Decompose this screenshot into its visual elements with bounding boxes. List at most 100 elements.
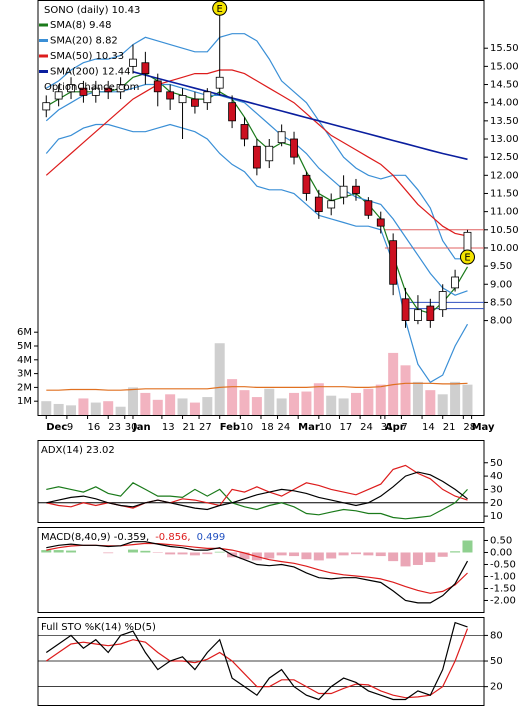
candle-body [339, 185, 348, 198]
x-tick-label: 24 [360, 422, 373, 433]
x-tick-label: 10 [319, 422, 332, 433]
candle-body [178, 95, 187, 104]
y-tick-label: 8.00 [490, 316, 512, 327]
histogram-bar [326, 552, 337, 559]
volume-bar [202, 397, 213, 415]
y-tick-label: 10.00 [490, 243, 519, 254]
volume-tick-label: 2M [17, 382, 32, 393]
title-part: -0.856, [155, 532, 190, 543]
volume-bar [388, 352, 399, 415]
indicator-line [45, 621, 468, 701]
x-tick-label: 13 [162, 422, 175, 433]
legend-label: SMA(50) 10.33 [50, 51, 124, 62]
y-tick-label: 10 [490, 511, 503, 522]
candle-body [166, 91, 175, 100]
volume-bar [450, 381, 461, 415]
candle-body [451, 276, 459, 289]
chart-title: SONO (daily) 10.43 [44, 5, 140, 16]
x-tick-label: 9 [67, 422, 73, 433]
x-tick-label: 21 [443, 422, 456, 433]
earnings-marker [459, 249, 475, 265]
y-tick-label: 30 [490, 484, 503, 495]
histogram-bar [239, 552, 250, 560]
volume-bar [214, 343, 225, 415]
candle-body [376, 218, 385, 227]
volume-tick-label: 6M [17, 327, 32, 338]
volume-tick-label: 4M [17, 355, 32, 366]
histogram-bar [450, 551, 461, 553]
x-tick-label: 7 [401, 422, 407, 433]
candle-body [228, 102, 236, 122]
sma-line [45, 72, 469, 314]
x-tick-label: 14 [422, 422, 435, 433]
title-part: MACD(8,40,9) -0.359, [41, 532, 149, 543]
x-tick-label: May [472, 422, 495, 433]
sma-line [45, 83, 468, 296]
histogram-bar [189, 552, 200, 556]
earnings-label: E [217, 4, 223, 15]
volume-bar [41, 401, 52, 415]
y-tick-label: 8.50 [490, 297, 512, 308]
y-tick-label: 12.00 [490, 170, 519, 181]
candle-body [153, 80, 162, 93]
x-tick-label: Dec [46, 422, 67, 433]
volume-bar [412, 381, 423, 415]
candle-body [327, 200, 336, 209]
panel-title: ADX(14) 23.02 [41, 445, 115, 456]
histogram-bar [103, 552, 114, 554]
y-tick-label: 0.50 [490, 535, 512, 546]
volume-bar [90, 402, 101, 415]
candle-body [426, 305, 435, 321]
y-tick-label: -0.50 [490, 559, 516, 570]
x-tick-label: 21 [183, 422, 196, 433]
candle-body [265, 145, 274, 162]
earnings-label: E [464, 253, 470, 264]
volume-bar [127, 387, 138, 415]
title-part: 0.499 [197, 532, 226, 543]
y-tick-label: 9.50 [490, 261, 512, 272]
histogram-bar [400, 552, 411, 567]
x-tick-label: 10 [240, 422, 253, 433]
legend-label: SMA(8) 9.48 [50, 20, 111, 31]
histogram-bar [66, 550, 77, 553]
sma-line [45, 69, 468, 237]
indicator-line [46, 464, 468, 509]
volume-bar [251, 397, 262, 415]
sma-line [132, 71, 468, 161]
candle-body [91, 87, 100, 96]
histogram-bar [214, 551, 225, 553]
candle-body [215, 76, 224, 89]
histogram-bar [165, 552, 176, 555]
y-tick-label: 13.50 [490, 116, 519, 127]
y-tick-label: 15.00 [490, 61, 519, 72]
x-tick-label: Jan [132, 422, 151, 433]
y-tick-label: 14.50 [490, 80, 519, 91]
y-tick-label: 9.00 [490, 279, 512, 290]
volume-bar [227, 379, 238, 415]
y-tick-label: -2.00 [490, 595, 516, 606]
y-tick-label: 12.50 [490, 152, 519, 163]
indicator-line [46, 542, 468, 594]
volume-bar [115, 406, 126, 415]
x-tick-label: 24 [278, 422, 291, 433]
x-tick-label: 23 [108, 422, 121, 433]
volume-bar [326, 395, 337, 415]
volume-bar [103, 401, 114, 415]
candle-body [252, 145, 261, 169]
histogram-bar [338, 552, 349, 556]
volume-bar [338, 398, 349, 415]
histogram-bar [313, 552, 324, 561]
volume-bar [66, 405, 77, 415]
volume-bar [264, 388, 275, 415]
histogram-bar [140, 550, 151, 553]
indicator-line [46, 482, 468, 520]
histogram-bar [350, 552, 361, 555]
y-tick-label: 14.00 [490, 98, 519, 109]
volume-bar [425, 390, 436, 415]
y-tick-label: 10.50 [490, 225, 519, 236]
title-part: Full STO %K(14) %D(5) [41, 622, 156, 633]
histogram-bar [363, 552, 374, 556]
candle-body [389, 240, 398, 285]
y-tick-label: 40 [490, 471, 503, 482]
